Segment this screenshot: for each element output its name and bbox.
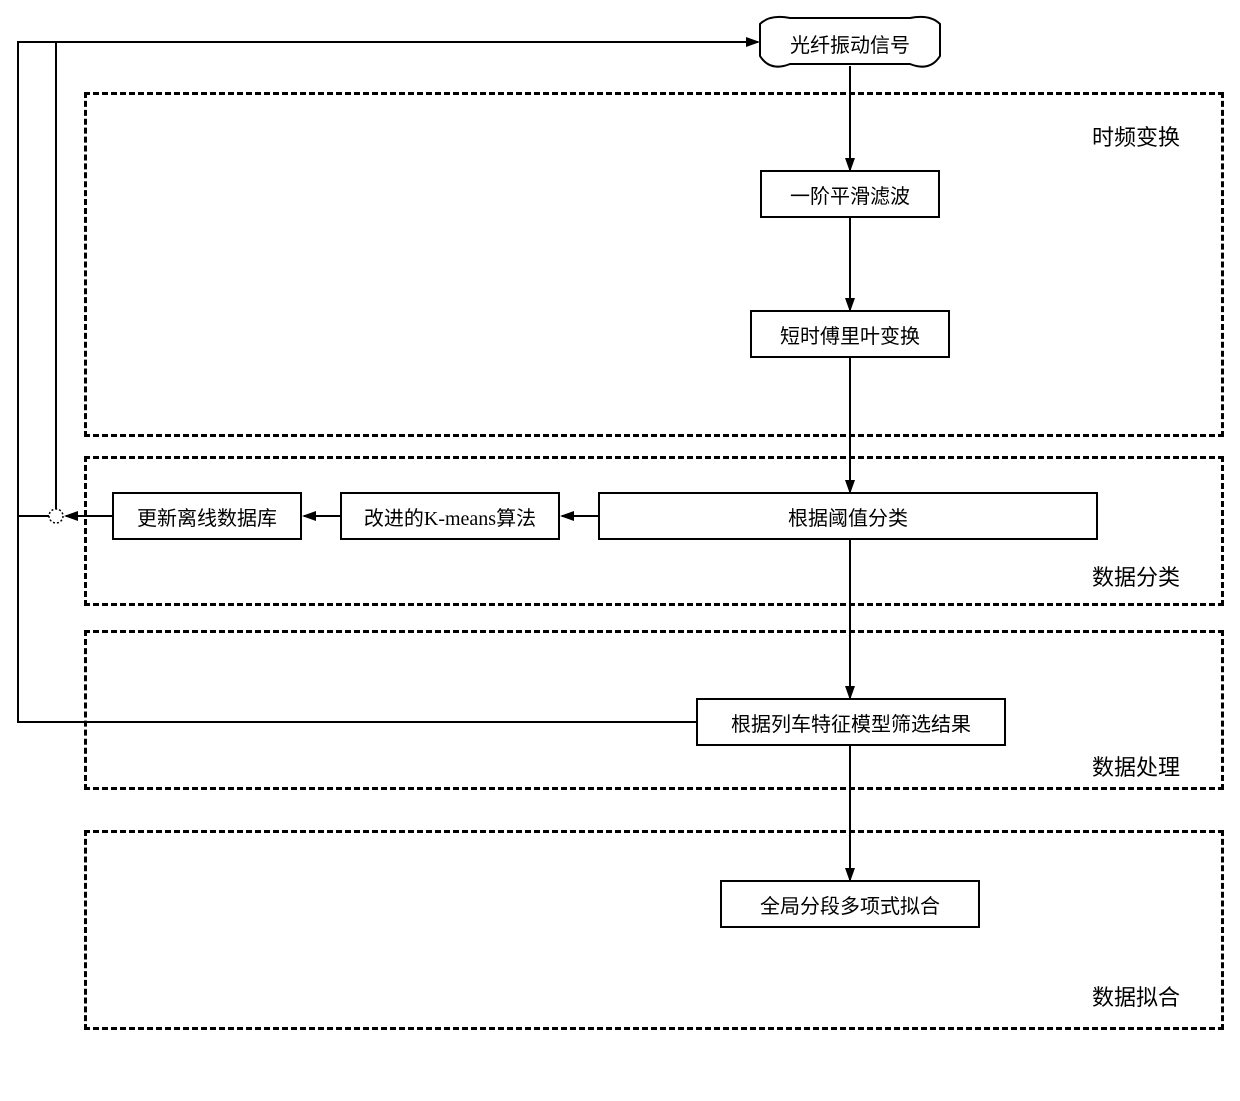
node-smooth-filter: 一阶平滑滤波 <box>760 170 940 218</box>
node-train-filter: 根据列车特征模型筛选结果 <box>696 698 1006 746</box>
node-update-db-label: 更新离线数据库 <box>137 502 277 531</box>
stage-box-1 <box>84 92 1224 437</box>
node-update-db: 更新离线数据库 <box>112 492 302 540</box>
node-stft-label: 短时傅里叶变换 <box>780 320 920 349</box>
stage-label-3: 数据处理 <box>1088 750 1184 782</box>
node-threshold-classify-label: 根据阈值分类 <box>788 502 908 531</box>
stage-label-2: 数据分类 <box>1088 560 1184 592</box>
stage-label-1: 时频变换 <box>1088 120 1184 152</box>
stage-label-4: 数据拟合 <box>1088 980 1184 1012</box>
node-kmeans: 改进的K-means算法 <box>340 492 560 540</box>
node-poly-fit: 全局分段多项式拟合 <box>720 880 980 928</box>
node-threshold-classify: 根据阈值分类 <box>598 492 1098 540</box>
node-poly-fit-label: 全局分段多项式拟合 <box>760 890 940 919</box>
node-stft: 短时傅里叶变换 <box>750 310 950 358</box>
node-start-label: 光纤振动信号 <box>790 29 910 58</box>
stage-box-3 <box>84 630 1224 790</box>
node-kmeans-label: 改进的K-means算法 <box>364 502 536 531</box>
stage-box-4 <box>84 830 1224 1030</box>
node-train-filter-label: 根据列车特征模型筛选结果 <box>731 708 971 737</box>
flowchart-canvas: 时频变换 数据分类 数据处理 数据拟合 光 <box>0 0 1240 1101</box>
node-start: 光纤振动信号 <box>760 18 940 68</box>
node-smooth-filter-label: 一阶平滑滤波 <box>790 180 910 209</box>
